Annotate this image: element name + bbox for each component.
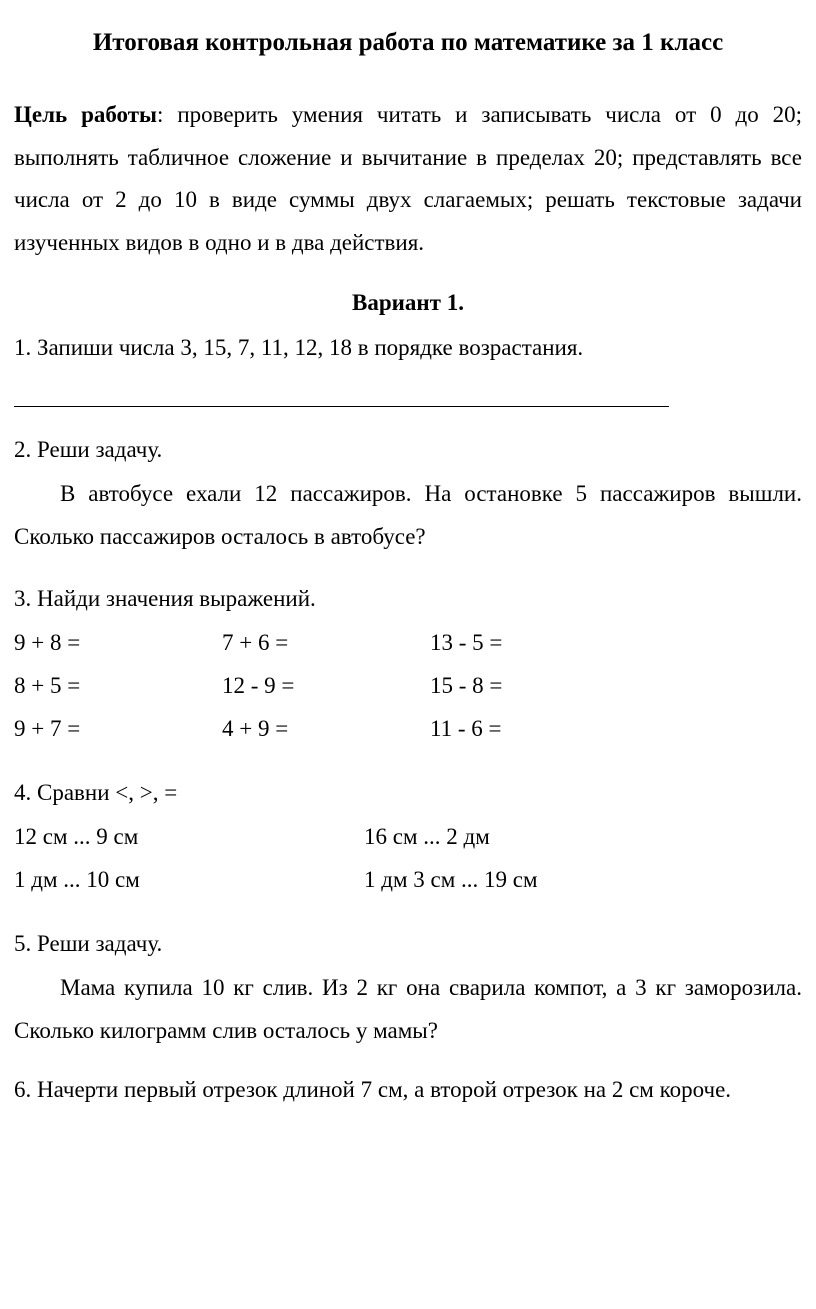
expr-cell: 7 + 6 = <box>222 623 430 662</box>
compare-cell: 1 дм ... 10 см <box>14 860 364 899</box>
compare-cell: 1 дм 3 см ... 19 см <box>364 860 714 899</box>
purpose-label: Цель работы <box>14 102 157 127</box>
task-3-heading: 3. Найди значения выражений. <box>14 578 802 621</box>
expr-cell: 12 - 9 = <box>222 666 430 705</box>
task-2-heading: 2. Реши задачу. <box>14 429 802 472</box>
task-5-heading: 5. Реши задачу. <box>14 923 802 966</box>
expr-cell: 9 + 8 = <box>14 623 222 662</box>
task-2-body: В автобусе ехали 12 пассажиров. На остан… <box>14 473 802 558</box>
answer-line <box>14 378 669 407</box>
compare-cell: 12 см ... 9 см <box>14 817 364 856</box>
expr-cell: 15 - 8 = <box>430 666 650 705</box>
expr-cell: 9 + 7 = <box>14 709 222 748</box>
task-5-body: Мама купила 10 кг слив. Из 2 кг она свар… <box>14 967 802 1052</box>
purpose-block: Цель работы: проверить умения читать и з… <box>14 94 802 264</box>
variant-heading: Вариант 1. <box>14 282 802 325</box>
task-4-heading: 4. Сравни <, >, = <box>14 772 802 815</box>
expressions-table: 9 + 8 = 7 + 6 = 13 - 5 = 8 + 5 = 12 - 9 … <box>14 623 802 748</box>
expr-cell: 4 + 9 = <box>222 709 430 748</box>
compare-table: 12 см ... 9 см 16 см ... 2 дм 1 дм ... 1… <box>14 817 802 899</box>
expr-cell: 11 - 6 = <box>430 709 650 748</box>
task-6: 6. Начерти первый отрезок длиной 7 см, а… <box>14 1072 802 1109</box>
task-1: 1. Запиши числа 3, 15, 7, 11, 12, 18 в п… <box>14 327 802 370</box>
expr-cell: 13 - 5 = <box>430 623 650 662</box>
compare-cell: 16 см ... 2 дм <box>364 817 714 856</box>
expr-cell: 8 + 5 = <box>14 666 222 705</box>
document-title: Итоговая контрольная работа по математик… <box>14 20 802 66</box>
